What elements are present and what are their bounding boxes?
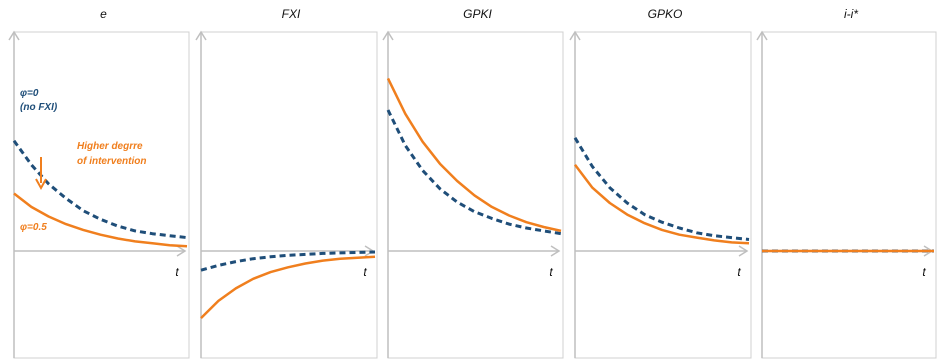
panel-title: FXI	[282, 7, 301, 21]
x-axis-label: t	[363, 265, 367, 279]
panel-title: GPKI	[463, 7, 492, 21]
y-axis-arrow	[382, 30, 394, 41]
x-axis-arrow	[550, 245, 561, 257]
panel-frame	[200, 31, 378, 359]
series-line-solid	[574, 163, 750, 245]
x-axis-arrow	[176, 245, 187, 257]
series-line-dashed	[573, 137, 750, 241]
panel-1: et	[8, 7, 190, 359]
series-line-solid	[386, 77, 562, 233]
panel-title: GPKO	[648, 7, 683, 21]
panel-4: GPKO t	[569, 7, 752, 359]
y-axis-arrow	[195, 30, 207, 41]
panel-frame	[761, 31, 937, 359]
series-line-solid	[200, 255, 376, 319]
panel-5: i-i* t	[756, 7, 937, 359]
y-axis-arrow	[756, 30, 768, 41]
panel-title: i-i*	[844, 7, 858, 21]
panel-2: FXI t	[195, 7, 378, 359]
x-axis-label: t	[922, 265, 926, 279]
x-axis-arrow	[738, 245, 749, 257]
panel-title: e	[100, 7, 107, 21]
panel-3: GPKI t	[382, 7, 564, 359]
x-axis-label: t	[175, 265, 179, 279]
series-line-solid	[13, 192, 188, 248]
y-axis-arrow	[8, 30, 20, 41]
x-axis-label: t	[737, 265, 741, 279]
annotation-no-fxi: (no FXI)	[20, 102, 58, 113]
x-axis-label: t	[549, 265, 553, 279]
annotation-of-intervention: of intervention	[77, 156, 146, 167]
annotation-phi-0: φ=0	[20, 88, 39, 99]
annotation-higher-degree: Higher degrre	[77, 141, 143, 152]
panel-frame	[13, 31, 190, 359]
annotation-phi-05: φ=0.5	[20, 222, 47, 233]
y-axis-arrow	[569, 30, 581, 41]
intervention-arrow-head	[35, 178, 47, 191]
